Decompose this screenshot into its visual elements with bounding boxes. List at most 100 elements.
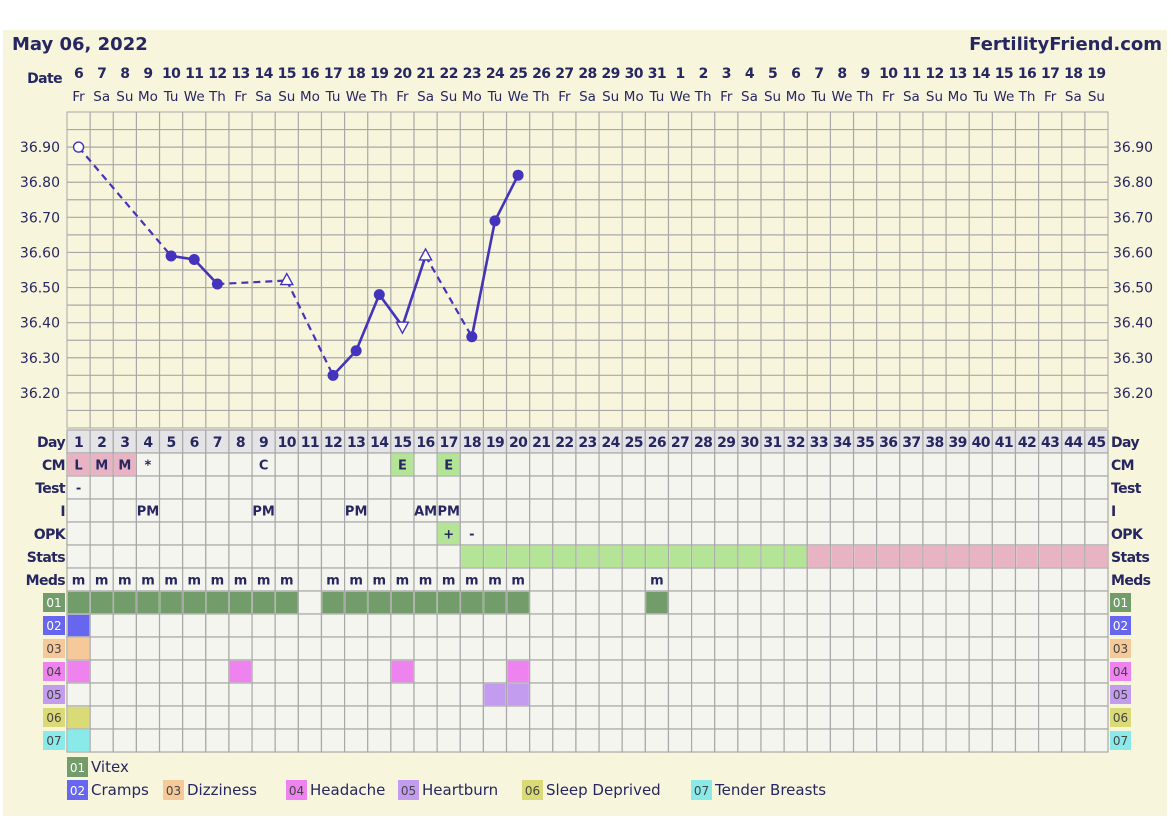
table-cell[interactable] [66,682,91,707]
table-cell[interactable] [829,728,855,753]
table-cell[interactable] [251,636,276,661]
table-cell[interactable] [945,475,970,500]
table-cell[interactable] [390,728,415,753]
table-cell[interactable] [436,705,461,730]
table-cell[interactable] [505,728,531,753]
table-cell[interactable] [667,659,693,684]
table-cell[interactable] [644,521,670,546]
table-cell[interactable] [274,475,299,500]
table-cell[interactable] [852,498,878,523]
table-cell[interactable] [552,636,577,661]
table-cell[interactable] [991,567,1017,592]
table-cell[interactable] [89,521,114,546]
table-cell[interactable] [783,659,808,684]
table-cell[interactable] [158,475,184,500]
table-cell[interactable] [205,682,230,707]
table-cell[interactable] [899,682,924,707]
table-cell[interactable] [158,682,184,707]
table-cell[interactable] [1037,475,1063,500]
table-cell[interactable] [344,728,369,753]
table-cell[interactable] [667,636,693,661]
table-cell[interactable] [945,613,970,638]
table-cell[interactable] [644,498,670,523]
table-cell[interactable] [1014,521,1040,546]
table-cell[interactable] [852,682,878,707]
table-cell[interactable] [714,613,739,638]
table-cell[interactable] [690,659,716,684]
table-cell[interactable] [228,682,253,707]
table-cell[interactable] [182,705,207,730]
temperature-point-triangle-up[interactable] [279,272,294,286]
table-cell[interactable] [598,452,623,477]
table-cell[interactable] [1037,659,1063,684]
table-cell[interactable] [158,613,184,638]
temperature-point-triangle-up[interactable] [418,247,433,261]
table-cell[interactable] [991,728,1017,753]
table-cell[interactable] [852,613,878,638]
table-cell[interactable] [297,590,323,615]
table-cell[interactable] [922,475,947,500]
table-cell[interactable] [529,567,554,592]
table-cell[interactable] [158,498,184,523]
table-cell[interactable] [529,590,554,615]
table-cell[interactable] [182,659,207,684]
table-cell[interactable] [922,682,947,707]
table-cell[interactable] [922,452,947,477]
table-cell[interactable] [436,613,461,638]
table-cell[interactable] [598,590,623,615]
table-cell[interactable] [806,452,831,477]
table-cell[interactable] [644,475,670,500]
table-cell[interactable] [320,682,346,707]
table-cell[interactable] [1061,498,1086,523]
table-cell[interactable] [320,475,346,500]
temperature-point-triangle-down[interactable] [395,321,410,335]
table-cell[interactable] [436,659,461,684]
table-cell[interactable] [876,567,901,592]
table-cell[interactable] [852,475,878,500]
table-cell[interactable] [760,452,785,477]
table-cell[interactable] [598,659,623,684]
table-cell[interactable] [899,659,924,684]
table-cell[interactable] [320,498,346,523]
table-cell[interactable] [852,567,878,592]
table-cell[interactable] [112,705,138,730]
table-cell[interactable] [667,682,693,707]
table-cell[interactable] [621,521,646,546]
table-cell[interactable] [621,682,646,707]
table-cell[interactable] [714,728,739,753]
table-cell[interactable] [968,613,993,638]
table-cell[interactable] [899,521,924,546]
table-cell[interactable] [529,475,554,500]
table-cell[interactable] [344,475,369,500]
table-cell[interactable] [228,544,253,569]
table-cell[interactable] [829,590,855,615]
table-cell[interactable] [66,521,91,546]
table-cell[interactable] [320,544,346,569]
table-cell[interactable] [344,636,369,661]
table-cell[interactable] [390,544,415,569]
table-cell[interactable] [135,475,161,500]
table-cell[interactable] [274,636,299,661]
table-cell[interactable] [714,567,739,592]
table-cell[interactable] [899,498,924,523]
table-cell[interactable] [945,705,970,730]
temperature-point[interactable] [512,169,524,181]
table-cell[interactable] [182,498,207,523]
table-cell[interactable] [112,682,138,707]
table-cell[interactable] [205,544,230,569]
table-cell[interactable] [1084,567,1109,592]
table-cell[interactable] [1084,452,1109,477]
table-cell[interactable] [482,498,508,523]
table-cell[interactable] [922,636,947,661]
temperature-point-open[interactable] [72,141,85,153]
table-cell[interactable] [760,475,785,500]
table-cell[interactable] [297,452,323,477]
table-cell[interactable] [367,636,392,661]
table-cell[interactable] [667,728,693,753]
table-cell[interactable] [737,452,762,477]
table-cell[interactable] [112,636,138,661]
table-cell[interactable] [1014,705,1040,730]
table-cell[interactable] [968,682,993,707]
table-cell[interactable] [852,636,878,661]
table-cell[interactable] [1061,705,1086,730]
